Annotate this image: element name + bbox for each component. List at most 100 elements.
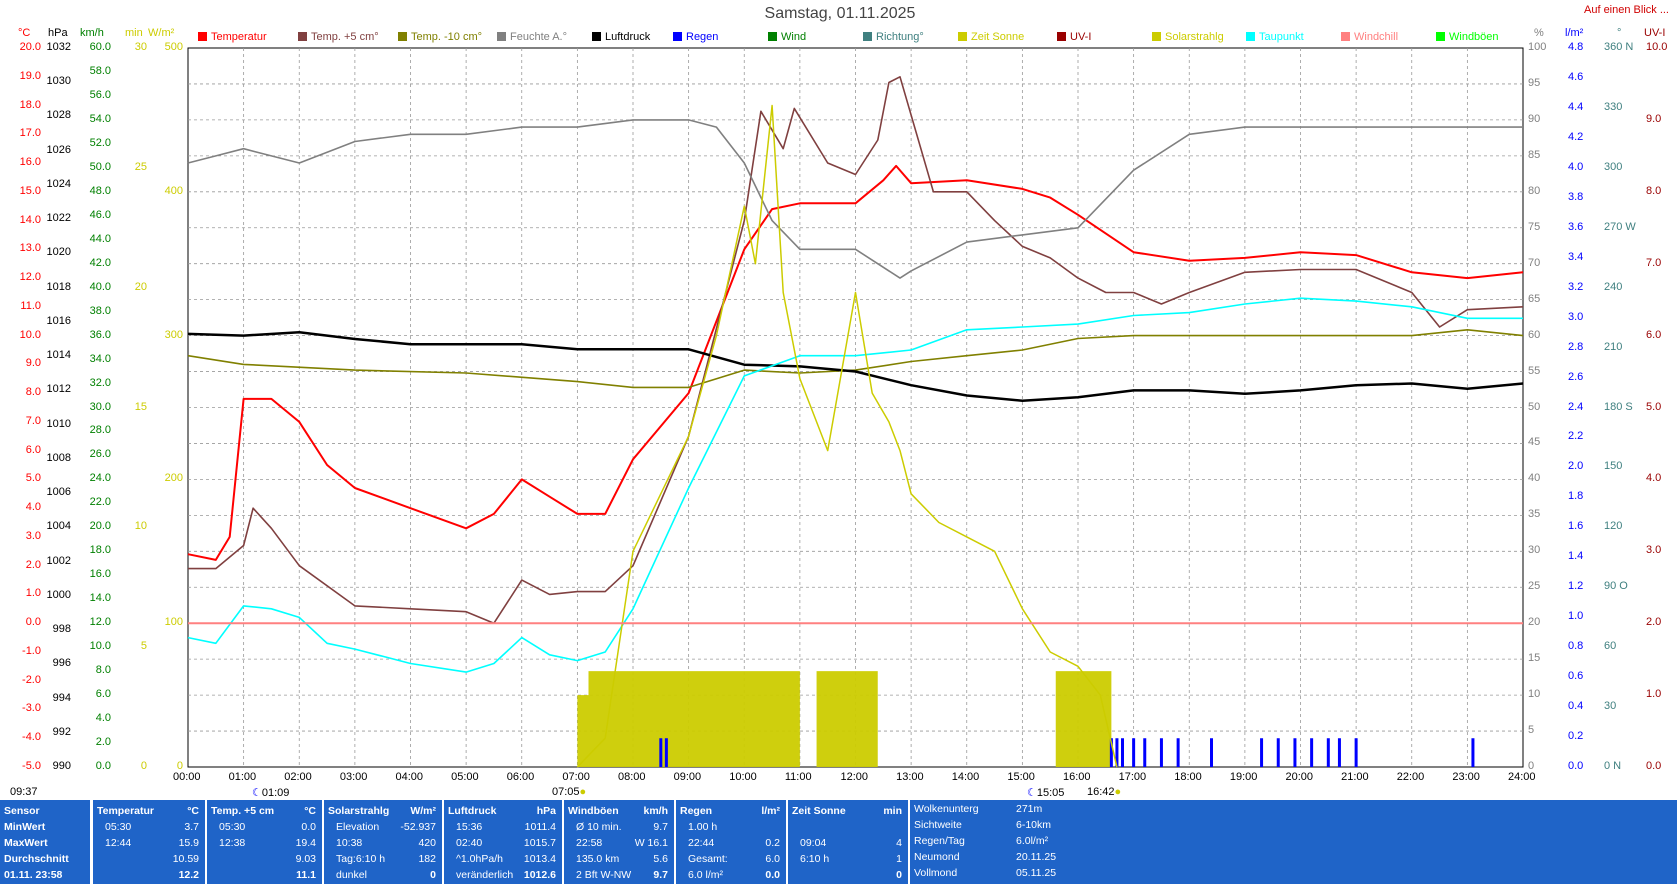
legend-label: Temp. +5 cm° [311, 31, 379, 43]
sunrise-marker: 07:05● [552, 786, 587, 798]
axis-tick-hum: 90 [1528, 112, 1541, 125]
x-tick-label: 18:00 [1174, 771, 1202, 783]
legend-item: UV-I [1057, 31, 1091, 43]
axis-tick-hum: 5 [1528, 724, 1535, 737]
axis-tick-temp: 4.0 [25, 501, 41, 514]
axis-tick-wind: 40.0 [89, 280, 111, 293]
x-tick-label: 24:00 [1508, 771, 1536, 783]
legend-label: Windböen [1449, 31, 1499, 43]
panel-unit: min [883, 805, 902, 817]
panel-value: 05.11.25 [1016, 867, 1057, 879]
legend-item: Luftdruck [592, 31, 650, 43]
axis-tick-press: 1028 [46, 109, 71, 122]
sunshine-bar-2 [816, 671, 878, 767]
axis-tick-rain: 0.8 [1568, 640, 1584, 653]
panel-label: 6.0 l/m² [688, 869, 724, 881]
axis-tick-temp: -4.0 [22, 731, 41, 744]
panel-label: ^1.0hPa/h [456, 853, 503, 865]
panel-unit: l/m² [761, 805, 780, 817]
axis-tick-temp: -1.0 [22, 644, 41, 657]
legend-swatch [1057, 32, 1066, 41]
panel-value: 6.0l/m² [1016, 835, 1049, 847]
rain-bar-12 [1293, 738, 1297, 767]
updated-time: 09:37 [10, 786, 38, 798]
panel-separator [674, 800, 676, 884]
axis-tick-rain: 2.6 [1568, 370, 1584, 383]
axis-tick-hum: 85 [1528, 148, 1541, 161]
sunset-marker: 16:42● [1087, 786, 1122, 798]
axis-tick-solar: 300 [164, 328, 183, 341]
axis-tick-press: 998 [52, 623, 71, 636]
axis-tick-wind: 20.0 [89, 520, 111, 533]
axis-tick-wind: 58.0 [89, 64, 111, 77]
legend-swatch [298, 32, 307, 41]
x-tick-label: 23:00 [1452, 771, 1480, 783]
axis-tick-temp: 7.0 [25, 414, 41, 427]
axis-tick-rain: 3.6 [1568, 220, 1584, 233]
x-tick-label: 16:00 [1063, 771, 1091, 783]
x-tick-label: 00:00 [173, 771, 201, 783]
axis-tick-temp: 14.0 [19, 213, 41, 226]
x-tick-label: 04:00 [395, 771, 424, 783]
axis-tick-temp: 20.0 [19, 41, 41, 53]
legend-label: Wind [781, 31, 807, 43]
axis-tick-wind: 42.0 [89, 256, 111, 269]
axis-tick-dir: 300 [1604, 160, 1623, 173]
panel-value: 5.6 [653, 853, 668, 865]
series-line-solarstrahlg [576, 104, 1118, 768]
at-a-glance-link[interactable]: Auf einen Blick ... [1584, 4, 1669, 16]
axis-tick-uv: 6.0 [1646, 328, 1662, 341]
legend-item: Zeit Sonne [958, 31, 1024, 43]
axis-unit-rain: l/m² [1565, 27, 1584, 39]
axis-tick-hum: 70 [1528, 256, 1541, 269]
legend-swatch [958, 32, 967, 41]
axis-tick-solar: 400 [164, 184, 183, 197]
axis-tick-wind: 48.0 [89, 184, 111, 197]
x-tick-label: 17:00 [1118, 771, 1147, 783]
panel-title: Luftdruck [448, 805, 497, 817]
axis-tick-sun: 15 [134, 400, 147, 413]
axis-tick-hum: 15 [1528, 652, 1541, 665]
axis-tick-temp: 3.0 [25, 529, 41, 542]
panel-label: dunkel [336, 869, 367, 881]
panel-value: 182 [418, 853, 436, 865]
legend-item: Richtung° [863, 31, 924, 43]
axis-tick-press: 1014 [46, 349, 71, 362]
axis-tick-hum: 100 [1528, 41, 1547, 53]
panel-value: 4 [896, 837, 902, 849]
axis-tick-dir: 30 [1604, 700, 1617, 713]
axis-tick-dir: 90 O [1604, 580, 1628, 593]
sunrise-time: 07:05 [552, 786, 580, 798]
axis-tick-rain: 3.0 [1568, 310, 1584, 323]
axis-tick-wind: 50.0 [89, 160, 111, 173]
panel-unit: °C [187, 805, 199, 817]
x-tick-label: 03:00 [339, 771, 368, 783]
axis-tick-wind: 52.0 [89, 136, 111, 149]
panel-value: 0 [430, 869, 436, 881]
panel-rain: Regen l/m² 1.00 h 22:44 0.2 Gesamt: 6.0 6.0 l/m… [676, 800, 786, 884]
x-tick-label: 11:00 [784, 771, 812, 783]
axis-tick-rain: 1.6 [1568, 520, 1584, 533]
axis-tick-uv: 10.0 [1646, 41, 1668, 53]
axis-tick-wind: 26.0 [89, 448, 111, 461]
moonrise-time: 01:09 [261, 787, 290, 799]
rain-bar-11 [1276, 738, 1280, 767]
panel-title: Temp. +5 cm [211, 805, 275, 817]
axis-tick-rain: 2.4 [1568, 400, 1584, 413]
panel-separator [442, 800, 444, 884]
panel-value: 0.0 [765, 869, 780, 881]
x-tick-label: 07:00 [562, 771, 590, 783]
axis-tick-uv: 7.0 [1646, 256, 1662, 269]
panel-value: W 16.1 [634, 837, 668, 849]
panel-gusts: Windböen km/h Ø 10 min. 9.7 22:58 W 16.1 135.0… [564, 800, 674, 884]
rain-bar-14 [1326, 738, 1330, 767]
panel-temperature: Temperatur °C 05:30 3.7 12:44 15.9 10.59 12.2 [93, 800, 205, 884]
x-tick-label: 13:00 [896, 771, 924, 783]
sensor-title: Sensor [4, 805, 40, 817]
series-line-taupunkt [187, 297, 1523, 673]
sunshine-bar-1 [588, 671, 800, 767]
legend-label: Zeit Sonne [971, 31, 1025, 43]
axis-tick-sun: 25 [134, 160, 147, 173]
axis-unit-dir: ° [1617, 27, 1622, 39]
